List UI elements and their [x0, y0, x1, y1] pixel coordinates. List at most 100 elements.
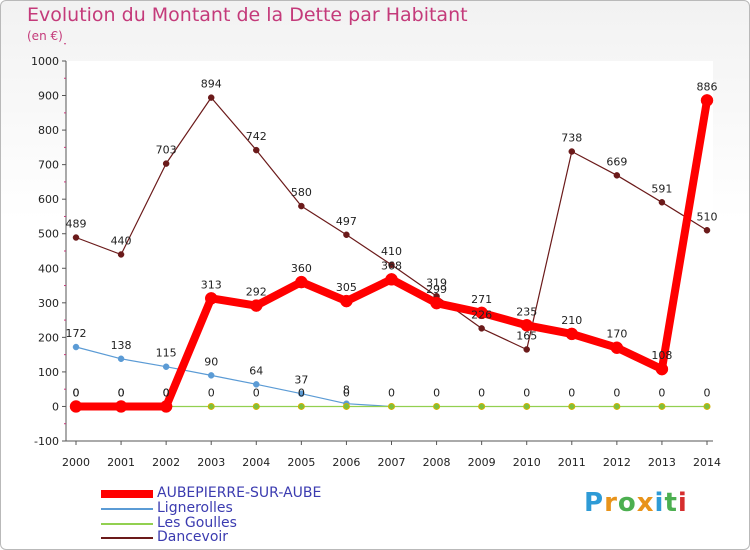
logo-letter: t	[664, 488, 678, 518]
data-label: 90	[204, 355, 218, 368]
data-point	[69, 400, 83, 413]
data-point	[342, 402, 350, 410]
data-label: 226	[471, 308, 492, 321]
proxiti-logo: Proxiti	[584, 488, 688, 518]
x-tick-label: 2003	[197, 456, 225, 469]
data-point	[478, 325, 485, 332]
x-tick-label: 2011	[558, 456, 586, 469]
y-tick-label: -100	[34, 435, 59, 448]
data-point	[385, 273, 398, 286]
data-point	[204, 292, 218, 305]
data-point	[162, 160, 170, 167]
x-tick-label: 2007	[378, 456, 406, 469]
data-point	[520, 319, 533, 332]
data-label: 0	[658, 386, 665, 399]
data-label: 669	[606, 155, 627, 168]
data-point	[658, 402, 666, 410]
legend-swatch-lignerolles	[101, 508, 153, 510]
legend-label-aubepierre: AUBEPIERRE-SUR-AUBE	[157, 485, 322, 501]
data-label: 0	[343, 386, 350, 399]
series-line-1	[75, 346, 392, 408]
data-label: 360	[291, 262, 312, 275]
x-tick-label: 2010	[513, 456, 541, 469]
data-label: 0	[613, 386, 620, 399]
data-label: 138	[111, 339, 132, 352]
data-label: 235	[516, 305, 537, 318]
data-point	[568, 402, 576, 410]
data-point	[253, 146, 260, 154]
x-tick-label: 2008	[423, 456, 451, 469]
data-point	[700, 94, 714, 107]
data-point	[298, 202, 305, 210]
y-tick-label: 1000	[31, 55, 59, 68]
data-point	[207, 94, 215, 101]
logo-letter: i	[677, 488, 688, 518]
data-point	[117, 355, 125, 363]
data-point	[703, 227, 711, 234]
data-label: 170	[606, 328, 627, 341]
logo-letter: x	[636, 488, 655, 518]
x-tick-label: 2005	[287, 456, 315, 469]
data-label: 108	[651, 349, 672, 362]
data-label: 489	[66, 218, 87, 231]
data-point	[565, 327, 579, 341]
data-label: 271	[471, 293, 492, 306]
data-point	[523, 402, 531, 410]
data-label: 0	[478, 386, 485, 399]
data-label: 313	[201, 278, 222, 291]
data-label: 0	[163, 386, 170, 399]
data-point	[343, 231, 350, 239]
logo-letter: r	[604, 488, 618, 518]
data-label: 703	[156, 144, 177, 157]
data-label: 0	[73, 386, 80, 399]
data-label: 292	[246, 286, 267, 299]
data-label: 115	[156, 347, 177, 360]
legend-label-lignerolles: Lignerolles	[157, 500, 233, 516]
logo-letter: o	[617, 488, 637, 518]
y-tick-label: 400	[38, 262, 59, 275]
data-point	[475, 306, 488, 320]
y-tick-label: 600	[38, 193, 59, 206]
data-label: 0	[253, 386, 260, 399]
legend-swatch-aubepierre	[101, 490, 153, 498]
data-label: 0	[73, 386, 80, 399]
data-point	[298, 390, 305, 397]
data-label: 0	[433, 386, 440, 399]
data-label: 738	[561, 132, 582, 145]
data-point	[703, 402, 711, 410]
data-point	[433, 402, 441, 410]
data-label: 0	[704, 386, 711, 399]
data-label: 368	[381, 259, 402, 272]
x-tick-label: 2000	[62, 456, 90, 469]
x-tick-label: 2014	[693, 456, 721, 469]
y-tick-label: 200	[38, 331, 59, 344]
data-point	[295, 275, 308, 289]
data-point	[114, 400, 128, 413]
data-point	[655, 362, 669, 376]
data-point	[388, 261, 395, 269]
data-label: 0	[208, 386, 215, 399]
legend-swatch-dancevoir	[101, 537, 153, 539]
data-point	[568, 148, 576, 155]
data-point	[523, 346, 530, 353]
y-tick-label: 500	[38, 228, 59, 241]
legend-swatch-les-goulles	[101, 523, 153, 525]
chart-subtitle: (en €)	[27, 29, 63, 43]
data-label: 0	[568, 386, 575, 399]
data-point	[297, 402, 305, 410]
x-tick-label: 2002	[152, 456, 180, 469]
data-label: 742	[246, 130, 267, 143]
data-point	[117, 251, 125, 258]
logo-letter: P	[584, 488, 605, 518]
y-tick-label: 700	[38, 159, 59, 172]
data-label: 0	[118, 386, 125, 399]
legend-label-dancevoir: Dancevoir	[157, 529, 229, 545]
data-point	[207, 402, 215, 410]
x-tick-label: 2009	[468, 456, 496, 469]
data-label: 172	[66, 327, 87, 340]
data-label: 299	[426, 283, 447, 296]
data-point	[388, 402, 395, 410]
y-tick-label: 800	[38, 124, 59, 137]
data-label: 210	[561, 314, 582, 327]
